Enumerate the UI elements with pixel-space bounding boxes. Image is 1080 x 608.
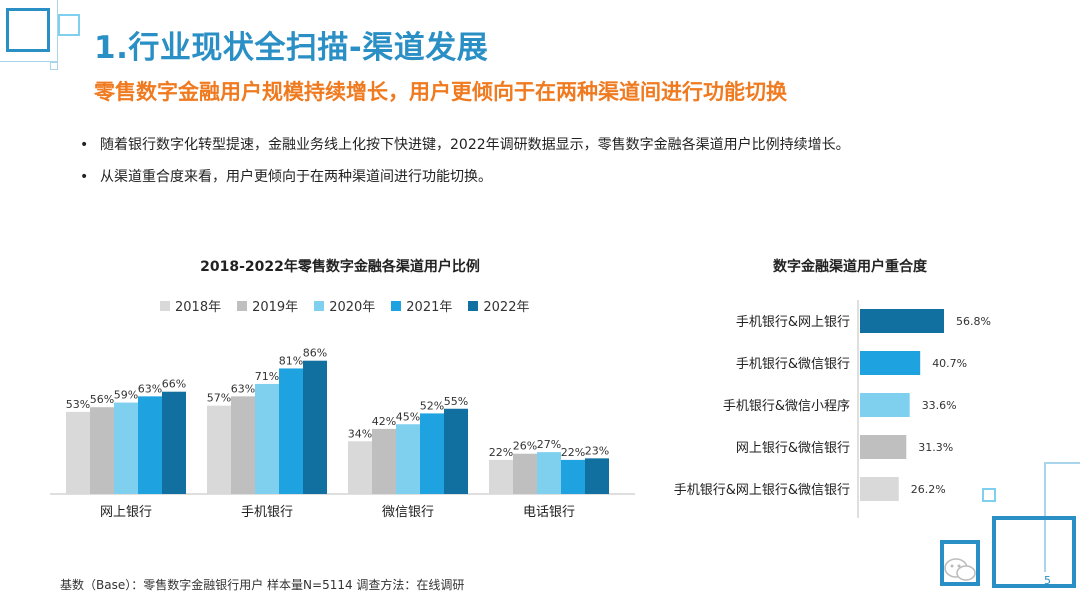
- channel-usage-bar-chart: 53% 56% 59% 63% 66%网上银行57%63%71%81%86%手机银行34…: [50, 347, 635, 520]
- bullet-dot: •: [80, 137, 89, 153]
- page-subtitle: 零售数字金融用户规模持续增长，用户更倾向于在两种渠道间进行功能切换: [94, 80, 787, 104]
- overlap-data-label: 40.7%: [932, 357, 967, 370]
- bar: [489, 459, 513, 494]
- bar-data-label: 42%: [372, 415, 396, 428]
- bar: [537, 452, 561, 494]
- bullet-item: • 随着银行数字化转型提速，金融业务线上化按下快进键，2022年调研数据显示，零售…: [80, 134, 850, 154]
- legend-item: 2021年: [391, 296, 452, 315]
- bar: [444, 408, 468, 494]
- y-tick-label: 网上银行&微信银行: [736, 441, 850, 456]
- legend-item: 2019年: [237, 296, 298, 315]
- y-tick-label: 手机银行&网上银行: [736, 315, 850, 330]
- bar: [561, 459, 585, 494]
- legend-item: 2020年: [314, 296, 375, 315]
- bar: [279, 368, 303, 494]
- bar: [513, 453, 537, 494]
- bar-data-label: 55%: [444, 395, 468, 408]
- bar: [348, 441, 372, 494]
- bar-data-label: 53%: [66, 398, 90, 411]
- legend-swatch: [237, 300, 248, 311]
- x-tick-label: 网上银行: [100, 505, 152, 520]
- legend-label: 2020年: [329, 300, 376, 315]
- bar-data-label: 22%: [489, 446, 513, 459]
- bar-data-label: 23%: [585, 444, 609, 457]
- channel-usage-chart-title: 2018-2022年零售数字金融各渠道用户比例: [200, 259, 480, 275]
- bullet-text: 从渠道重合度来看，用户更倾向于在两种渠道间进行功能切换。: [100, 169, 492, 185]
- frame-decoration-top-left-outline: [0, 0, 58, 62]
- footnote: 基数（Base）：零售数字金融银行用户 样本量N=5114 调查方法：在线调研: [60, 578, 465, 592]
- bar: [303, 360, 327, 494]
- wechat-watermark-icon: [944, 558, 976, 581]
- bar-data-label: 56%: [90, 393, 114, 406]
- overlap-bar: [860, 309, 944, 333]
- overlap-data-label: 31.3%: [918, 441, 953, 454]
- bar-data-label: 45%: [396, 410, 420, 423]
- bar-data-label: 59%: [114, 389, 138, 402]
- bullet-item: • 从渠道重合度来看，用户更倾向于在两种渠道间进行功能切换。: [80, 166, 492, 186]
- channel-overlap-chart-title: 数字金融渠道用户重合度: [773, 259, 927, 275]
- overlap-data-label: 33.6%: [922, 399, 957, 412]
- bar: [372, 428, 396, 494]
- overlap-bar: [860, 393, 910, 417]
- chart-legend: 2018年 2019年 2020年 2021年 2022年: [160, 296, 529, 315]
- page-title: 1.行业现状全扫描-渠道发展: [94, 30, 489, 66]
- bar-data-label: 66%: [162, 378, 186, 391]
- bar: [585, 458, 609, 494]
- frame-decoration-bottom-left-square: [940, 540, 980, 586]
- legend-label: 2018年: [175, 300, 222, 315]
- legend-item: 2018年: [160, 296, 221, 315]
- x-tick-label: 手机银行: [241, 505, 293, 520]
- frame-decoration-top-left-tiny: [50, 62, 58, 70]
- bar-data-label: 57%: [207, 392, 231, 405]
- bar-data-label: 27%: [537, 438, 561, 451]
- bar: [207, 405, 231, 494]
- bar-data-label: 81%: [279, 354, 303, 367]
- legend-swatch: [160, 300, 170, 311]
- frame-decoration-top-left: [6, 8, 50, 52]
- bar: [420, 413, 444, 494]
- legend-swatch: [391, 300, 402, 311]
- y-tick-label: 手机银行&微信小程序: [723, 399, 850, 414]
- legend-swatch: [314, 300, 325, 311]
- bar: [231, 396, 255, 494]
- y-tick-label: 手机银行&网上银行&微信银行: [674, 483, 850, 498]
- frame-decoration-bottom-right: [992, 516, 1076, 588]
- overlap-bar: [860, 435, 907, 459]
- bar-data-label: 86%: [303, 347, 327, 360]
- bar: [162, 391, 186, 494]
- frame-decoration-bottom-right-small: [982, 488, 996, 502]
- bar-data-label: 52%: [420, 399, 444, 412]
- bar: [255, 383, 279, 494]
- bullet-dot: •: [80, 169, 89, 185]
- bar: [114, 402, 138, 494]
- y-tick-label: 手机银行&微信银行: [736, 357, 850, 372]
- bar-data-label: 26%: [513, 440, 537, 453]
- legend-label: 2022年: [483, 300, 530, 315]
- bar-data-label: 22%: [561, 446, 585, 459]
- overlap-data-label: 26.2%: [911, 483, 946, 496]
- bar-data-label: 63%: [138, 382, 162, 395]
- frame-decoration-top-left-small: [58, 14, 80, 36]
- bar-data-label: 34%: [348, 427, 372, 440]
- legend-label: 2021年: [406, 300, 453, 315]
- bar: [396, 424, 420, 494]
- channel-overlap-bar-chart: 手机银行&网上银行 56.8% 手机银行&微信银行 40.7% 手机银行&微信小程序 33…: [674, 300, 991, 518]
- bar-data-label: 63%: [231, 382, 255, 395]
- bar: [90, 407, 114, 494]
- page-number: 5: [1044, 574, 1051, 587]
- overlap-data-label: 56.8%: [956, 315, 991, 328]
- bar-data-label: 71%: [255, 370, 279, 383]
- legend-swatch: [468, 300, 479, 311]
- overlap-bar: [860, 477, 899, 501]
- overlap-bar: [860, 351, 921, 375]
- legend-item: 2022年: [468, 296, 529, 315]
- bullet-text: 随着银行数字化转型提速，金融业务线上化按下快进键，2022年调研数据显示，零售数…: [100, 137, 850, 153]
- legend-label: 2019年: [252, 300, 299, 315]
- bar: [138, 396, 162, 494]
- x-tick-label: 电话银行: [523, 505, 575, 520]
- x-tick-label: 微信银行: [382, 505, 434, 520]
- bar: [66, 411, 90, 494]
